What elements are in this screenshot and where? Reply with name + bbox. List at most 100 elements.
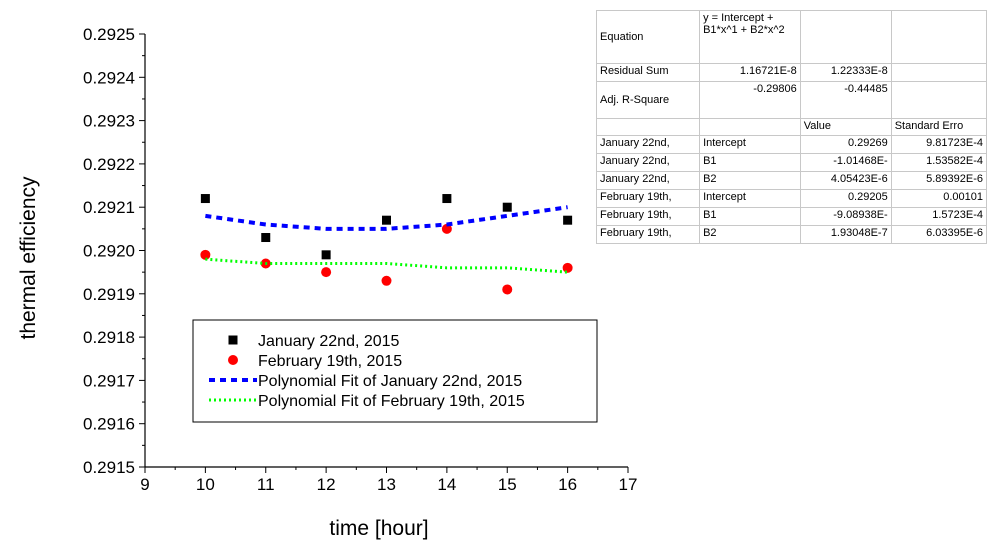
error-cell: 5.89392E-6 bbox=[890, 171, 987, 190]
residual-sum-row: Residual Sum 1.16721E-8 1.22333E-8 bbox=[596, 63, 987, 82]
y-tick-label: 0.2919 bbox=[83, 285, 135, 304]
value-cell: 0.29205 bbox=[799, 189, 892, 208]
plot-marks bbox=[200, 194, 573, 295]
parameter-cell: B1 bbox=[699, 207, 801, 226]
data-point-february bbox=[200, 249, 211, 260]
error-cell: 1.53582E-4 bbox=[890, 153, 987, 172]
fit-line-february bbox=[205, 257, 568, 274]
y-tick-label: 0.2924 bbox=[83, 68, 135, 87]
table-row: January 22nd, B2 4.05423E-6 5.89392E-6 bbox=[596, 171, 987, 190]
legend-box bbox=[192, 319, 598, 423]
residual-sum-value: 1.16721E-8 bbox=[699, 63, 801, 82]
x-tick-label: 12 bbox=[317, 475, 336, 494]
y-tick-label: 0.2917 bbox=[83, 371, 135, 390]
column-header-standard-error: Standard Erro bbox=[890, 118, 987, 136]
x-tick-label: 9 bbox=[140, 475, 149, 494]
axes: 9 10 11 12 13 14 15 16 17 0.2915 0.2916 0.2917 0.291… bbox=[83, 25, 637, 494]
legend-label: Polynomial Fit of January 22nd, 2015 bbox=[258, 373, 522, 390]
legend: January 22nd, 2015 February 19th, 2015 Pol… bbox=[192, 319, 598, 423]
residual-sum-label: Residual Sum bbox=[596, 63, 701, 82]
parameter-cell: B2 bbox=[699, 171, 801, 190]
table-row: February 19th, B1 -9.08938E- 1.5723E-4 bbox=[596, 207, 987, 226]
dataset-cell: February 19th, bbox=[596, 189, 701, 208]
x-tick-label: 11 bbox=[257, 475, 275, 494]
error-cell: 1.5723E-4 bbox=[890, 207, 987, 226]
value-cell: 1.93048E-7 bbox=[799, 225, 892, 244]
equation-label: Equation bbox=[596, 10, 701, 64]
x-tick-label: 13 bbox=[377, 475, 396, 494]
data-point-february bbox=[381, 275, 392, 286]
adj-r-square-label: Adj. R-Square bbox=[596, 81, 701, 119]
dataset-cell: January 22nd, bbox=[596, 153, 701, 172]
parameter-cell: B2 bbox=[699, 225, 801, 244]
data-point-february bbox=[321, 267, 332, 278]
adj-r-square-value: -0.29806 bbox=[699, 81, 801, 119]
x-axis-label: time [hour] bbox=[329, 517, 428, 540]
value-cell: -9.08938E- bbox=[799, 207, 892, 226]
dataset-cell: February 19th, bbox=[596, 225, 701, 244]
parameter-cell: B1 bbox=[699, 153, 801, 172]
y-axis-label: thermal efficiency bbox=[17, 176, 40, 340]
table-row: February 19th, Intercept 0.29205 0.00101 bbox=[596, 189, 987, 208]
x-tick-label: 14 bbox=[437, 475, 456, 494]
y-tick-label: 0.2916 bbox=[83, 415, 135, 434]
data-point-january bbox=[442, 194, 452, 204]
y-tick-label: 0.2921 bbox=[83, 198, 135, 217]
equation-empty-cell bbox=[799, 10, 892, 64]
legend-label: January 22nd, 2015 bbox=[258, 333, 400, 350]
value-cell: -1.01468E- bbox=[799, 153, 892, 172]
data-point-january bbox=[200, 194, 210, 204]
data-point-february bbox=[441, 223, 452, 234]
dataset-cell: January 22nd, bbox=[596, 135, 701, 154]
dataset-cell: February 19th, bbox=[596, 207, 701, 226]
y-tick-label: 0.2925 bbox=[83, 25, 135, 44]
data-point-february bbox=[562, 262, 573, 273]
data-point-january bbox=[563, 215, 573, 225]
equation-empty-cell bbox=[890, 10, 987, 64]
legend-swatch bbox=[228, 355, 238, 365]
legend-label: February 19th, 2015 bbox=[258, 353, 402, 370]
data-point-january bbox=[261, 233, 271, 243]
y-tick-label: 0.2922 bbox=[83, 155, 135, 174]
table-row: January 22nd, B1 -1.01468E- 1.53582E-4 bbox=[596, 153, 987, 172]
x-tick-label: 17 bbox=[619, 475, 638, 494]
x-tick-label: 16 bbox=[558, 475, 577, 494]
y-tick-label: 0.2923 bbox=[83, 112, 135, 131]
table-header-row: Value Standard Erro bbox=[596, 118, 987, 136]
error-cell: 9.81723E-4 bbox=[890, 135, 987, 154]
data-point-january bbox=[321, 250, 331, 260]
equation-row: Equation y = Intercept + B1*x^1 + B2*x^2 bbox=[596, 10, 987, 64]
value-cell: 0.29269 bbox=[799, 135, 892, 154]
legend-label: Polynomial Fit of February 19th, 2015 bbox=[258, 393, 525, 410]
y-tick-label: 0.2920 bbox=[83, 242, 135, 261]
table-row: January 22nd, Intercept 0.29269 9.81723E… bbox=[596, 135, 987, 154]
empty-cell bbox=[596, 118, 701, 136]
error-cell: 0.00101 bbox=[890, 189, 987, 208]
legend-swatch bbox=[228, 335, 238, 345]
adj-r-square-value: -0.44485 bbox=[799, 81, 892, 119]
data-point-january bbox=[502, 202, 512, 212]
value-cell: 4.05423E-6 bbox=[799, 171, 892, 190]
error-cell: 6.03395E-6 bbox=[890, 225, 987, 244]
fit-parameters-table: Equation y = Intercept + B1*x^1 + B2*x^2… bbox=[596, 10, 987, 244]
fit-line-january bbox=[205, 205, 568, 231]
table-row: February 19th, B2 1.93048E-7 6.03395E-6 bbox=[596, 225, 987, 244]
parameter-cell: Intercept bbox=[699, 189, 801, 208]
parameter-cell: Intercept bbox=[699, 135, 801, 154]
x-tick-label: 10 bbox=[196, 475, 215, 494]
adj-r-square-row: Adj. R-Square -0.29806 -0.44485 bbox=[596, 81, 987, 119]
column-header-value: Value bbox=[799, 118, 892, 136]
residual-sum-value: 1.22333E-8 bbox=[799, 63, 892, 82]
fit-table-panel: Equation y = Intercept + B1*x^1 + B2*x^2… bbox=[596, 10, 987, 290]
empty-cell bbox=[890, 63, 987, 82]
y-tick-label: 0.2915 bbox=[83, 458, 135, 477]
empty-cell bbox=[890, 81, 987, 119]
dataset-cell: January 22nd, bbox=[596, 171, 701, 190]
data-point-february bbox=[502, 284, 513, 295]
equation-value: y = Intercept + B1*x^1 + B2*x^2 bbox=[699, 10, 801, 64]
empty-cell bbox=[699, 118, 801, 136]
data-point-january bbox=[382, 215, 391, 225]
y-tick-label: 0.2918 bbox=[83, 328, 135, 347]
x-tick-label: 15 bbox=[498, 475, 517, 494]
